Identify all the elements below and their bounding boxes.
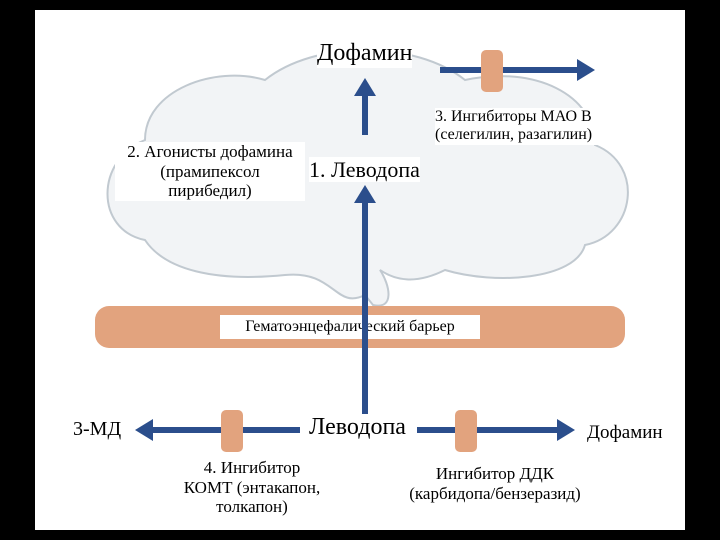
comt-block xyxy=(221,410,243,452)
label-dopamine-peripheral: Дофамин xyxy=(587,422,663,444)
label-comt-inhibitor: 4. Ингибитор КОМТ (энтакапон, толкапон) xyxy=(167,458,337,517)
arrows-layer xyxy=(35,10,685,530)
label-levodopa-peripheral: Леводопа xyxy=(309,414,406,442)
label-mao-b-inhibitors: 3. Ингибиторы МАО В (селегилин, разагили… xyxy=(435,108,645,145)
diagram-canvas: Гематоэнцефалический барьер Дофамин 1. Л… xyxy=(35,10,685,530)
ddc-block xyxy=(455,410,477,452)
label-dopamine-brain: Дофамин xyxy=(317,40,412,68)
label-levodopa-numbered: 1. Леводопа xyxy=(309,157,420,182)
label-dopamine-agonists: 2. Агонисты дофамина (прамипексол пирибе… xyxy=(115,142,305,201)
mao-b-block xyxy=(481,50,503,92)
label-ddc-inhibitor: Ингибитор ДДК (карбидопа/бензеразид) xyxy=(385,464,605,503)
label-3-md: 3-МД xyxy=(73,418,121,441)
